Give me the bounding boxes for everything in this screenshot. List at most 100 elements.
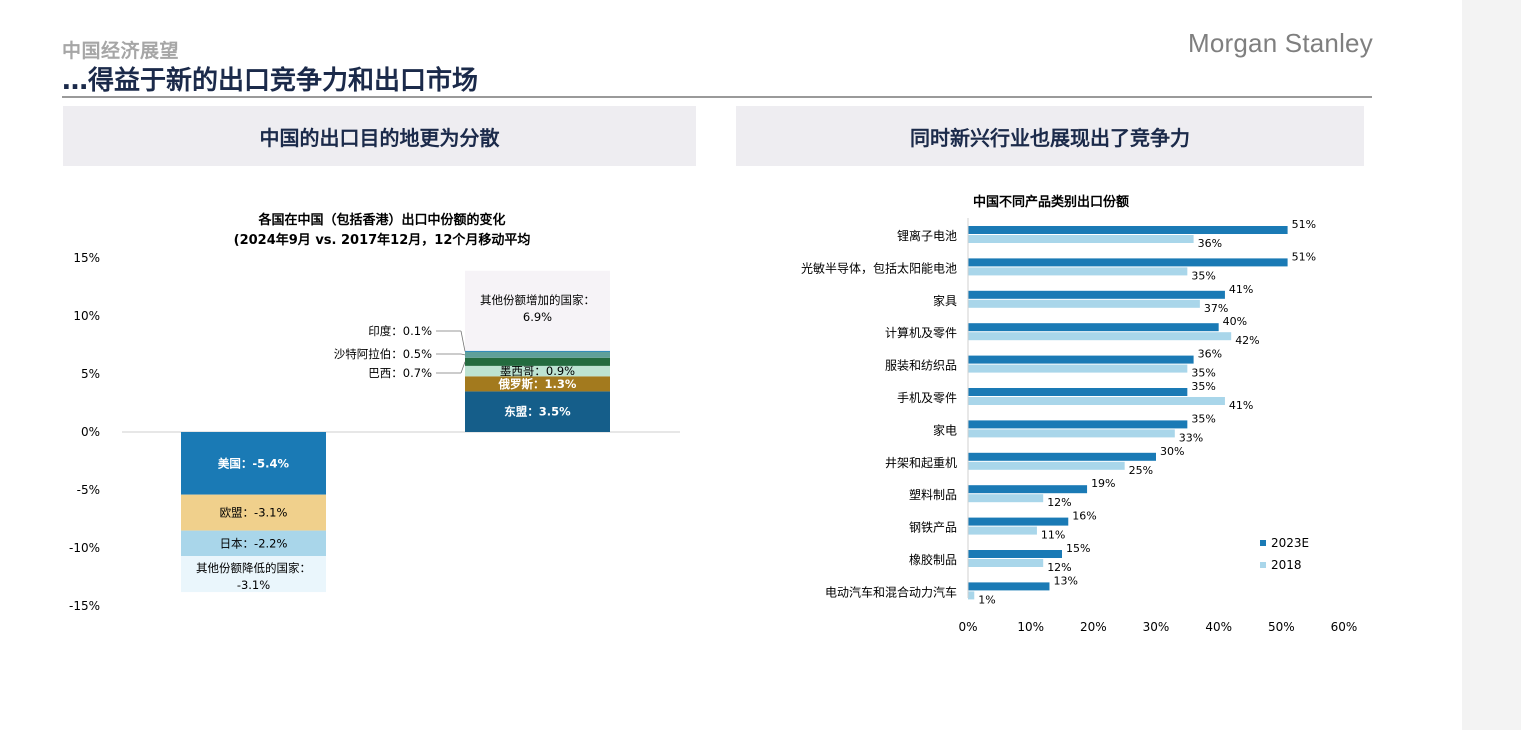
- bar-2018: [968, 559, 1044, 567]
- category-label: 服装和纺织品: [885, 359, 957, 373]
- segment-label: 欧盟：-3.1%: [220, 506, 288, 520]
- value-label: 35%: [1191, 380, 1215, 393]
- y-tick-label: 10%: [73, 309, 100, 323]
- bar-segment: [181, 556, 326, 593]
- bar-segment: [465, 365, 610, 377]
- category-label: 家具: [933, 293, 957, 308]
- y-tick-label: -5%: [77, 483, 100, 497]
- y-tick-label: 5%: [81, 367, 100, 381]
- bar-2023E: [968, 485, 1088, 494]
- category-label: 光敏半导体，包括太阳能电池: [801, 260, 957, 275]
- segment-label: 东盟：3.5%: [504, 405, 571, 419]
- value-label: 15%: [1066, 542, 1090, 555]
- bar-segment: [465, 270, 610, 351]
- y-tick-label: -10%: [69, 541, 100, 555]
- bar-segment: [465, 376, 610, 392]
- segment-label-line1: 其他份额增加的国家：: [480, 293, 595, 307]
- bar-2023E: [968, 420, 1188, 429]
- bar-2018: [968, 299, 1200, 308]
- value-label: 13%: [1053, 574, 1077, 587]
- value-label: 41%: [1229, 399, 1253, 412]
- value-label: 35%: [1191, 412, 1215, 425]
- value-label: 36%: [1198, 348, 1222, 361]
- legend-label: 2018: [1271, 558, 1302, 572]
- value-label: 51%: [1292, 250, 1316, 263]
- value-label: 40%: [1223, 315, 1247, 328]
- bar-2023E: [968, 355, 1194, 364]
- segment-callout-label: 沙特阿拉伯：0.5%: [334, 347, 432, 361]
- side-strip: [1462, 0, 1521, 730]
- title-divider: [62, 96, 1372, 98]
- bar-2023E: [968, 226, 1288, 234]
- bar-2018: [968, 364, 1188, 373]
- category-label: 橡胶制品: [909, 552, 957, 567]
- value-label: 42%: [1235, 334, 1259, 347]
- segment-label: 俄罗斯：1.3%: [498, 377, 577, 391]
- bar-2018: [968, 429, 1175, 438]
- x-tick-label: 20%: [1080, 620, 1107, 634]
- value-label: 1%: [978, 593, 995, 606]
- slide: 中国经济展望 …得益于新的出口竞争力和出口市场 Morgan Stanley 中…: [62, 28, 1373, 634]
- bar-segment: [181, 494, 326, 531]
- category-label: 电动汽车和混合动力汽车: [825, 584, 957, 599]
- value-label: 35%: [1191, 269, 1215, 282]
- value-label: 12%: [1047, 496, 1071, 509]
- segment-label-line1: 其他份额降低的国家：: [196, 561, 311, 575]
- callout-leader: [460, 330, 466, 352]
- y-tick-label: 0%: [81, 425, 100, 439]
- category-label: 井架和起重机: [885, 456, 957, 470]
- segment-label: 美国：-5.4%: [218, 456, 290, 470]
- value-label: 30%: [1160, 445, 1184, 458]
- left-panel-header: 中国的出口目的地更为分散: [63, 106, 696, 166]
- value-label: 51%: [1292, 218, 1316, 231]
- chart-title: 中国不同产品类别出口份额: [973, 194, 1129, 210]
- bar-segment: [465, 351, 610, 358]
- value-label: 37%: [1204, 302, 1228, 315]
- segment-label: 墨西哥：0.9%: [500, 364, 575, 378]
- value-label: 16%: [1072, 510, 1096, 523]
- legend-swatch: [1260, 562, 1266, 568]
- brand-logo: Morgan Stanley: [1188, 28, 1373, 58]
- x-tick-label: 60%: [1331, 620, 1358, 634]
- bar-segment: [465, 391, 610, 432]
- category-label: 家电: [933, 422, 957, 437]
- category-label: 塑料制品: [909, 487, 957, 502]
- bar-2023E: [968, 290, 1225, 299]
- bar-2018: [968, 591, 975, 600]
- bar-2023E: [968, 258, 1288, 267]
- chart-subtitle: (2024年9月 vs. 2017年12月，12个月移动平均: [234, 232, 531, 248]
- value-label: 19%: [1091, 477, 1115, 490]
- segment-callout-label: 印度：0.1%: [368, 324, 432, 338]
- bar-2023E: [968, 388, 1188, 396]
- bar-2018: [968, 494, 1044, 503]
- y-tick-label: 15%: [73, 251, 100, 265]
- export-destination-chart: 各国在中国（包括香港）出口中份额的变化 (2024年9月 vs. 2017年12月…: [69, 212, 680, 613]
- bar-2018: [968, 267, 1188, 276]
- category-label: 锂离子电池: [897, 228, 957, 243]
- x-tick-label: 30%: [1143, 620, 1170, 634]
- value-label: 11%: [1041, 529, 1065, 542]
- bar-segment: [181, 530, 326, 557]
- y-tick-label: -15%: [69, 599, 100, 613]
- category-label: 计算机及零件: [885, 325, 957, 340]
- x-tick-label: 50%: [1268, 620, 1295, 634]
- value-label: 12%: [1047, 561, 1071, 574]
- segment-label: 日本：-2.2%: [220, 536, 288, 550]
- bar-2023E: [968, 517, 1069, 526]
- value-label: 41%: [1229, 283, 1253, 296]
- bar-2018: [968, 332, 1232, 341]
- value-label: 35%: [1191, 367, 1215, 380]
- bar-segment: [181, 432, 326, 495]
- page-title: …得益于新的出口竞争力和出口市场: [62, 66, 479, 96]
- x-tick-label: 10%: [1017, 620, 1044, 634]
- bar-2018: [968, 461, 1125, 470]
- value-label: 33%: [1179, 431, 1203, 444]
- bar-2023E: [968, 452, 1156, 461]
- callout-leader: [460, 361, 466, 374]
- bar-2023E: [968, 323, 1219, 332]
- category-label: 手机及零件: [897, 391, 957, 405]
- chart-title: 各国在中国（包括香港）出口中份额的变化: [257, 212, 505, 228]
- segment-label-line2: -3.1%: [237, 578, 270, 592]
- bar-2023E: [968, 582, 1050, 591]
- bar-2018: [968, 397, 1225, 405]
